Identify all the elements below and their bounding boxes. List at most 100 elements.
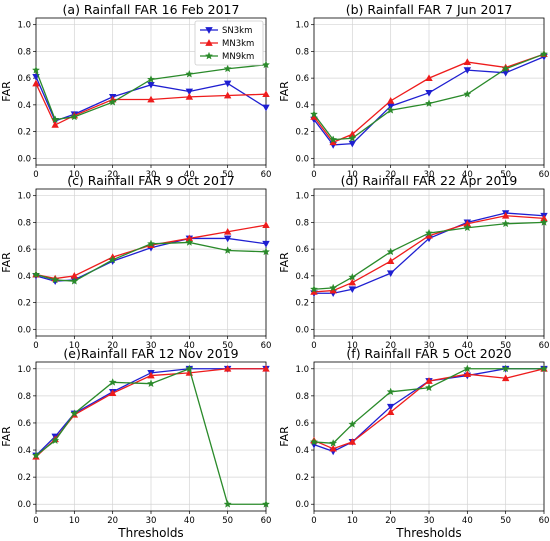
x-tick-label: 50 (500, 341, 511, 351)
data-point (539, 364, 549, 373)
y-tick-label: 1.0 (295, 21, 309, 31)
data-point (539, 49, 549, 58)
y-tick-label: 1.0 (17, 21, 31, 31)
data-point (329, 135, 338, 144)
series-line (313, 53, 545, 144)
chart-title: (a) Rainfall FAR 16 Feb 2017 (63, 2, 240, 17)
data-point (309, 437, 319, 446)
y-tick-label: 0.0 (295, 154, 309, 164)
x-tick-label: 40 (184, 170, 195, 180)
y-tick-label: 0.6 (17, 74, 31, 84)
data-point (223, 227, 232, 235)
data-point (501, 64, 510, 73)
y-axis-label: FAR (0, 252, 13, 273)
data-point (147, 81, 155, 89)
series-3 (309, 49, 549, 144)
series-line (35, 83, 267, 126)
data-point (31, 270, 41, 278)
series-line (313, 368, 544, 444)
series-line (313, 368, 544, 453)
series-line (313, 215, 545, 293)
y-tick-label: 0.4 (17, 101, 31, 111)
y-tick-label: 0.0 (295, 325, 309, 335)
y-tick-label: 0.2 (295, 128, 309, 138)
chart-title: (f) Rainfall FAR 5 Oct 2020 (346, 346, 511, 361)
data-point (463, 364, 472, 373)
data-point (501, 219, 510, 228)
series-line (35, 241, 267, 282)
data-point (463, 89, 472, 98)
data-point (185, 364, 194, 373)
x-tick-label: 10 (347, 341, 358, 351)
chart-panel: (e)Rainfall FAR 12 Nov 2019 0 10 20 30 40 50 60… (0, 346, 271, 540)
data-point (348, 278, 357, 286)
y-tick-label: 0.2 (295, 299, 309, 309)
series-line (313, 221, 545, 290)
data-point (147, 371, 155, 379)
data-point (309, 109, 319, 118)
y-tick-label: 0.6 (295, 245, 309, 255)
x-tick-label: 20 (107, 516, 118, 526)
data-point (261, 247, 271, 256)
chart-panel: (f) Rainfall FAR 5 Oct 2020 0 10 20 30 40 50 60… (278, 346, 549, 540)
y-tick-label: 0.0 (295, 500, 309, 510)
data-point (501, 374, 510, 382)
x-tick-label: 40 (462, 516, 473, 526)
data-point (51, 436, 60, 444)
x-tick-label: 30 (424, 516, 435, 526)
data-point (223, 246, 232, 254)
data-point (329, 283, 338, 292)
series-line (313, 53, 545, 141)
x-tick-label: 40 (462, 170, 473, 180)
x-tick-label: 0 (311, 516, 316, 526)
data-point (463, 223, 472, 232)
x-tick-label: 40 (184, 341, 195, 351)
x-tick-label: 60 (261, 341, 272, 351)
data-point (425, 89, 433, 97)
x-tick-label: 20 (385, 516, 396, 526)
x-tick-label: 50 (222, 170, 233, 180)
series-2 (310, 211, 548, 295)
x-tick-label: 10 (347, 170, 358, 180)
y-tick-label: 0.2 (17, 299, 31, 309)
data-point (223, 91, 232, 99)
data-point (108, 378, 117, 386)
series-line (313, 368, 545, 450)
data-point (425, 74, 433, 81)
data-point (386, 247, 395, 256)
data-point (31, 65, 41, 74)
y-axis-label: FAR (278, 81, 291, 102)
data-point (386, 257, 395, 265)
data-point (70, 112, 79, 121)
data-point (146, 75, 156, 83)
data-point (262, 240, 270, 248)
x-tick-label: 30 (424, 341, 435, 351)
data-point (424, 383, 434, 392)
series-3 (31, 238, 271, 285)
data-point (147, 95, 155, 103)
data-point (261, 500, 271, 508)
y-tick-label: 0.6 (17, 419, 31, 429)
data-point (262, 221, 270, 228)
data-point (348, 140, 357, 148)
y-tick-label: 0.8 (17, 218, 31, 228)
data-point (223, 364, 232, 372)
x-tick-label: 0 (33, 516, 38, 526)
data-point (70, 409, 79, 417)
x-tick-label: 0 (33, 341, 38, 351)
y-tick-label: 0.8 (295, 47, 309, 57)
data-point (424, 99, 434, 107)
x-tick-label: 30 (146, 341, 157, 351)
x-tick-label: 0 (311, 170, 316, 180)
chart-panel: (b) Rainfall FAR 7 Jun 2017 0 10 20 30 40 50 60… (278, 2, 549, 180)
data-point (31, 451, 41, 459)
data-point (108, 389, 117, 397)
data-point (51, 275, 60, 284)
series-3 (309, 218, 549, 293)
chart-panel: (d) Rainfall FAR 22 Apr 2019 0 10 20 30 40 50 6… (278, 173, 549, 351)
data-point (223, 64, 232, 73)
data-point (501, 211, 510, 219)
data-point (146, 379, 156, 388)
data-point (51, 121, 59, 128)
